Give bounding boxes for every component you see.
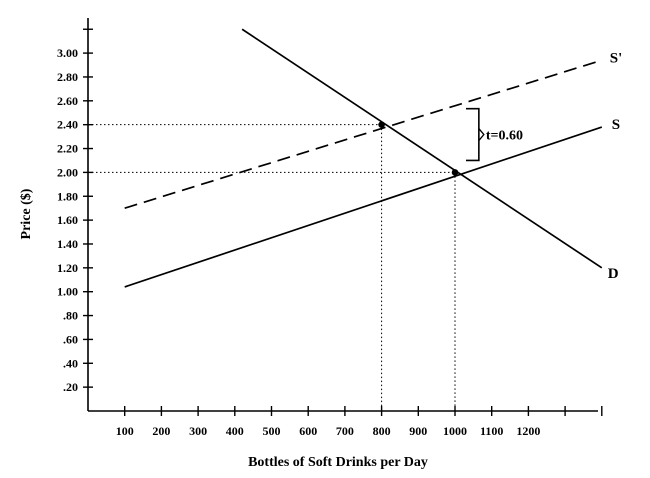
y-tick-label: .60 (63, 332, 78, 346)
x-tick-label: 400 (226, 424, 244, 438)
y-tick-label: 2.40 (57, 118, 78, 132)
axes (83, 18, 603, 416)
x-tick-label: 1200 (516, 424, 540, 438)
y-tick-label: 1.00 (57, 285, 78, 299)
y-tick-label: 1.20 (57, 261, 78, 275)
series-line-Sprime (124, 59, 603, 210)
y-axis-label: Price ($) (19, 188, 34, 239)
x-tick-label: 1100 (480, 424, 503, 438)
series-line-S (124, 126, 603, 288)
series-label: S' (610, 50, 623, 66)
tax-bracket-pointer (478, 128, 485, 141)
tax-label: t=0.60 (486, 129, 523, 144)
tax-bracket (466, 107, 480, 162)
equilibrium-point (378, 121, 385, 128)
x-tick-label: 1000 (443, 424, 467, 438)
series-layer (124, 28, 603, 288)
x-tick-label: 700 (336, 424, 354, 438)
equilibrium-points (378, 121, 459, 176)
series-label: D (608, 266, 619, 282)
x-axis-label: Bottles of Soft Drinks per Day (248, 455, 428, 470)
tax-annotation: t=0.60 (466, 107, 523, 162)
x-tick-label: 200 (152, 424, 170, 438)
tick-labels: 100 200 300 400 500 600 700 800 900 1000 1100 1200.… (57, 46, 622, 438)
x-tick-label: 600 (299, 424, 317, 438)
y-tick-label: .80 (63, 309, 78, 323)
y-tick-label: 2.80 (57, 70, 78, 84)
x-tick-label: 500 (263, 424, 281, 438)
x-tick-label: 800 (373, 424, 391, 438)
y-tick-label: 1.80 (57, 189, 78, 203)
y-tick-label: 1.60 (57, 213, 78, 227)
y-tick-label: .40 (63, 356, 78, 370)
series-line-D (241, 28, 603, 269)
reference-lines (88, 124, 456, 411)
series-label: S (612, 117, 620, 133)
y-tick-label: .20 (63, 380, 78, 394)
y-tick-label: 2.60 (57, 94, 78, 108)
x-tick-label: 300 (189, 424, 207, 438)
y-tick-label: 1.40 (57, 237, 78, 251)
y-tick-label: 2.20 (57, 142, 78, 156)
equilibrium-point (451, 169, 459, 176)
x-tick-label: 100 (116, 424, 134, 438)
x-tick-label: 900 (409, 424, 427, 438)
y-tick-label: 2.00 (57, 165, 78, 179)
y-tick-label: 3.00 (57, 46, 78, 60)
